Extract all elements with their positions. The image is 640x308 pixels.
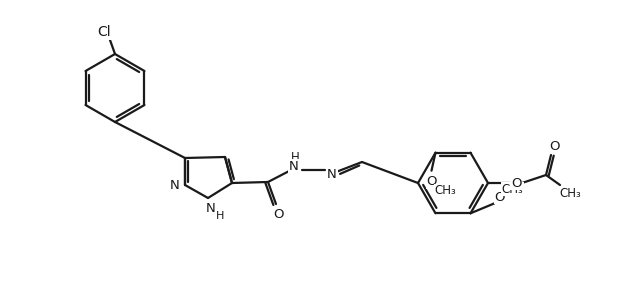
Text: O: O xyxy=(494,191,505,204)
Text: CH₃: CH₃ xyxy=(435,184,456,197)
Text: N: N xyxy=(289,160,299,172)
Text: O: O xyxy=(273,208,284,221)
Text: H: H xyxy=(291,151,300,164)
Text: N: N xyxy=(206,201,216,214)
Text: O: O xyxy=(426,175,436,188)
Text: Cl: Cl xyxy=(97,25,111,39)
Text: CH₃: CH₃ xyxy=(502,183,524,196)
Text: CH₃: CH₃ xyxy=(559,187,581,200)
Text: N: N xyxy=(170,179,180,192)
Text: N: N xyxy=(327,168,337,180)
Text: O: O xyxy=(511,176,521,189)
Text: H: H xyxy=(216,211,224,221)
Text: O: O xyxy=(548,140,559,152)
